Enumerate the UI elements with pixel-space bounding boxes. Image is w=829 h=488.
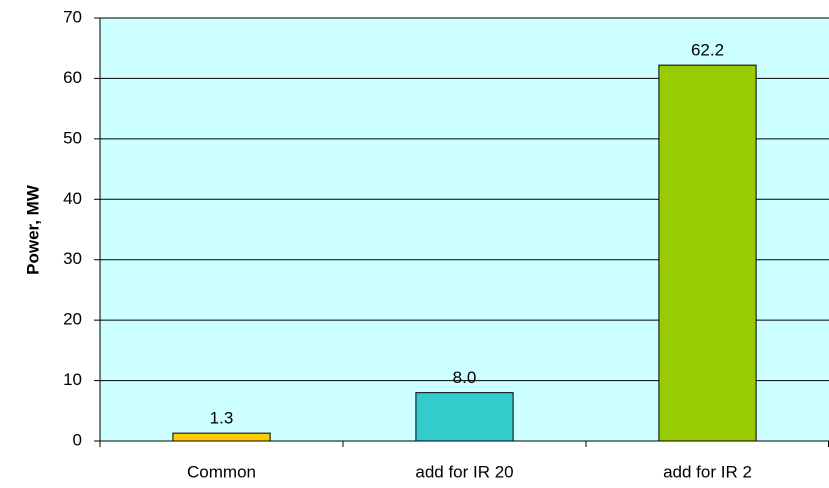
y-tick-label: 40	[63, 189, 82, 208]
y-tick-label: 10	[63, 370, 82, 389]
x-tick-label: add for IR 2	[663, 462, 752, 481]
y-tick-label: 0	[73, 430, 82, 449]
y-tick-label: 60	[63, 68, 82, 87]
value-label: 8.0	[453, 368, 477, 387]
y-tick-label: 70	[63, 7, 82, 26]
bar	[172, 432, 271, 442]
bar	[415, 392, 514, 442]
y-tick-label: 50	[63, 128, 82, 147]
y-tick-label: 20	[63, 310, 82, 329]
value-label: 1.3	[210, 409, 234, 428]
y-axis-label: Power, MW	[23, 184, 42, 275]
x-tick-label: add for IR 20	[415, 462, 513, 481]
bar	[658, 64, 757, 442]
y-tick-label: 30	[63, 249, 82, 268]
value-label: 62.2	[691, 41, 724, 60]
x-tick-label: Common	[187, 462, 256, 481]
